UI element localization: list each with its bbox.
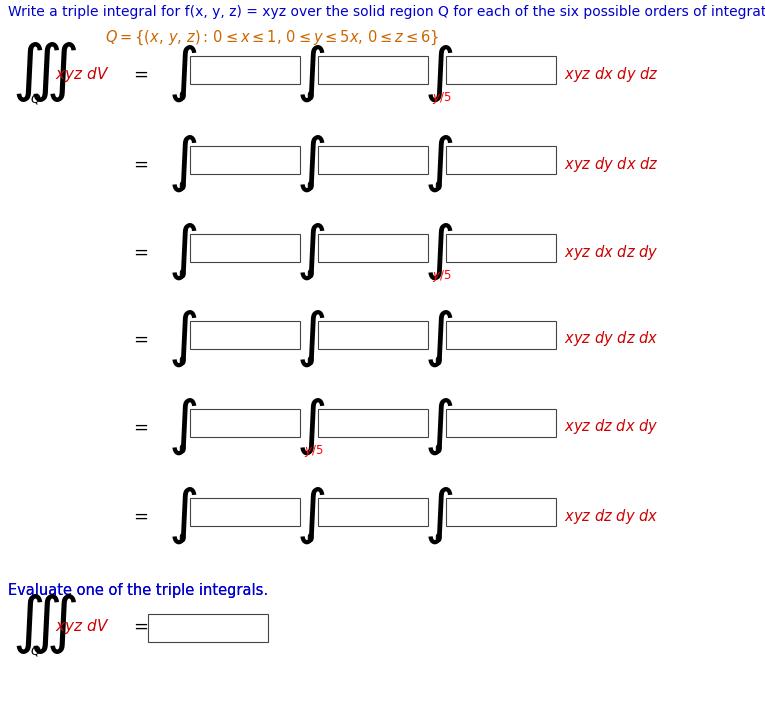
Text: $Q = \{(x,\, y,\, z):\, 0 \leq x \leq 1,\, 0 \leq y \leq 5x,\, 0 \leq z \leq 6\}: $Q = \{(x,\, y,\, z):\, 0 \leq x \leq 1,… [105, 29, 439, 48]
Bar [446, 234, 556, 262]
Bar [446, 498, 556, 526]
Text: $0$: $0$ [306, 532, 314, 545]
Text: $xyz\ dx\ dy\ dz$: $xyz\ dx\ dy\ dz$ [564, 64, 659, 83]
Text: $0$: $0$ [178, 180, 187, 193]
Text: $\int$: $\int$ [168, 43, 197, 104]
Text: $\int$: $\int$ [425, 397, 454, 457]
Text: $xyz\ dy\ dx\ dz$: $xyz\ dy\ dx\ dz$ [564, 154, 659, 174]
Text: $\int$: $\int$ [296, 486, 326, 546]
Bar [446, 56, 556, 84]
Text: $Q$: $Q$ [30, 92, 41, 106]
Text: $=$: $=$ [130, 155, 148, 173]
Text: $=$: $=$ [130, 418, 148, 436]
Text: $xyz\ dz\ dx\ dy$: $xyz\ dz\ dx\ dy$ [564, 418, 659, 437]
Text: $0$: $0$ [178, 268, 187, 281]
Text: $\iiint$: $\iiint$ [12, 592, 77, 656]
Text: $=$: $=$ [130, 65, 148, 83]
Text: $\int$: $\int$ [296, 397, 326, 457]
Bar [190, 146, 300, 174]
Text: $\int$: $\int$ [168, 397, 197, 457]
Text: $y/5$: $y/5$ [432, 90, 451, 106]
Text: $xyz\ dy\ dz\ dx$: $xyz\ dy\ dz\ dx$ [564, 329, 659, 348]
Text: $0$: $0$ [434, 443, 443, 456]
Text: $\int$: $\int$ [425, 43, 454, 104]
Text: $0$: $0$ [306, 268, 314, 281]
Bar [190, 234, 300, 262]
Text: $y/5$: $y/5$ [304, 443, 324, 459]
Bar [318, 498, 428, 526]
Text: $0$: $0$ [306, 90, 314, 103]
Text: $0$: $0$ [178, 90, 187, 103]
Text: $y/5$: $y/5$ [432, 268, 451, 284]
Bar [318, 409, 428, 437]
Bar [190, 56, 300, 84]
Text: $\int$: $\int$ [425, 134, 454, 194]
Bar [190, 498, 300, 526]
Text: $\int$: $\int$ [425, 308, 454, 369]
Text: $xyz\ dV$: $xyz\ dV$ [55, 616, 109, 636]
Text: $\int$: $\int$ [168, 134, 197, 194]
Text: $=$: $=$ [130, 243, 148, 261]
Text: $=$: $=$ [130, 330, 148, 348]
Text: $xyz\ dz\ dy\ dx$: $xyz\ dz\ dy\ dx$ [564, 507, 659, 526]
Text: $\int$: $\int$ [296, 222, 326, 283]
Text: Evaluate one of the triple integrals.: Evaluate one of the triple integrals. [8, 583, 268, 598]
Text: $Q$: $Q$ [30, 644, 41, 658]
Text: $\int$: $\int$ [296, 43, 326, 104]
Text: $0$: $0$ [178, 355, 187, 368]
Bar [446, 409, 556, 437]
Text: $\int$: $\int$ [168, 486, 197, 546]
Bar [148, 614, 268, 642]
Text: $0$: $0$ [434, 180, 443, 193]
Text: $0$: $0$ [306, 180, 314, 193]
Text: $=$: $=$ [130, 617, 148, 635]
Bar [446, 321, 556, 349]
Text: $0$: $0$ [178, 532, 187, 545]
Bar [318, 234, 428, 262]
Text: $0$: $0$ [434, 355, 443, 368]
Text: $0$: $0$ [178, 443, 187, 456]
Bar [318, 321, 428, 349]
Text: $xyz\ dV$: $xyz\ dV$ [55, 64, 109, 83]
Text: $\int$: $\int$ [168, 308, 197, 369]
Text: $\int$: $\int$ [168, 222, 197, 283]
Text: $\int$: $\int$ [425, 222, 454, 283]
Text: $\int$: $\int$ [425, 486, 454, 546]
Bar [190, 321, 300, 349]
Bar [446, 146, 556, 174]
Bar [318, 146, 428, 174]
Text: $\iiint$: $\iiint$ [12, 40, 77, 104]
Text: $xyz\ dx\ dz\ dy$: $xyz\ dx\ dz\ dy$ [564, 243, 659, 261]
Text: Write a triple integral for f(x, y, z) = xyz over the solid region Q for each of: Write a triple integral for f(x, y, z) =… [8, 5, 765, 19]
Text: Evaluate one of the triple integrals.: Evaluate one of the triple integrals. [8, 583, 268, 598]
Text: $\int$: $\int$ [296, 134, 326, 194]
Text: $\int$: $\int$ [296, 308, 326, 369]
Text: $0$: $0$ [434, 532, 443, 545]
Text: $=$: $=$ [130, 507, 148, 525]
Bar [318, 56, 428, 84]
Text: $0$: $0$ [306, 355, 314, 368]
Bar [190, 409, 300, 437]
